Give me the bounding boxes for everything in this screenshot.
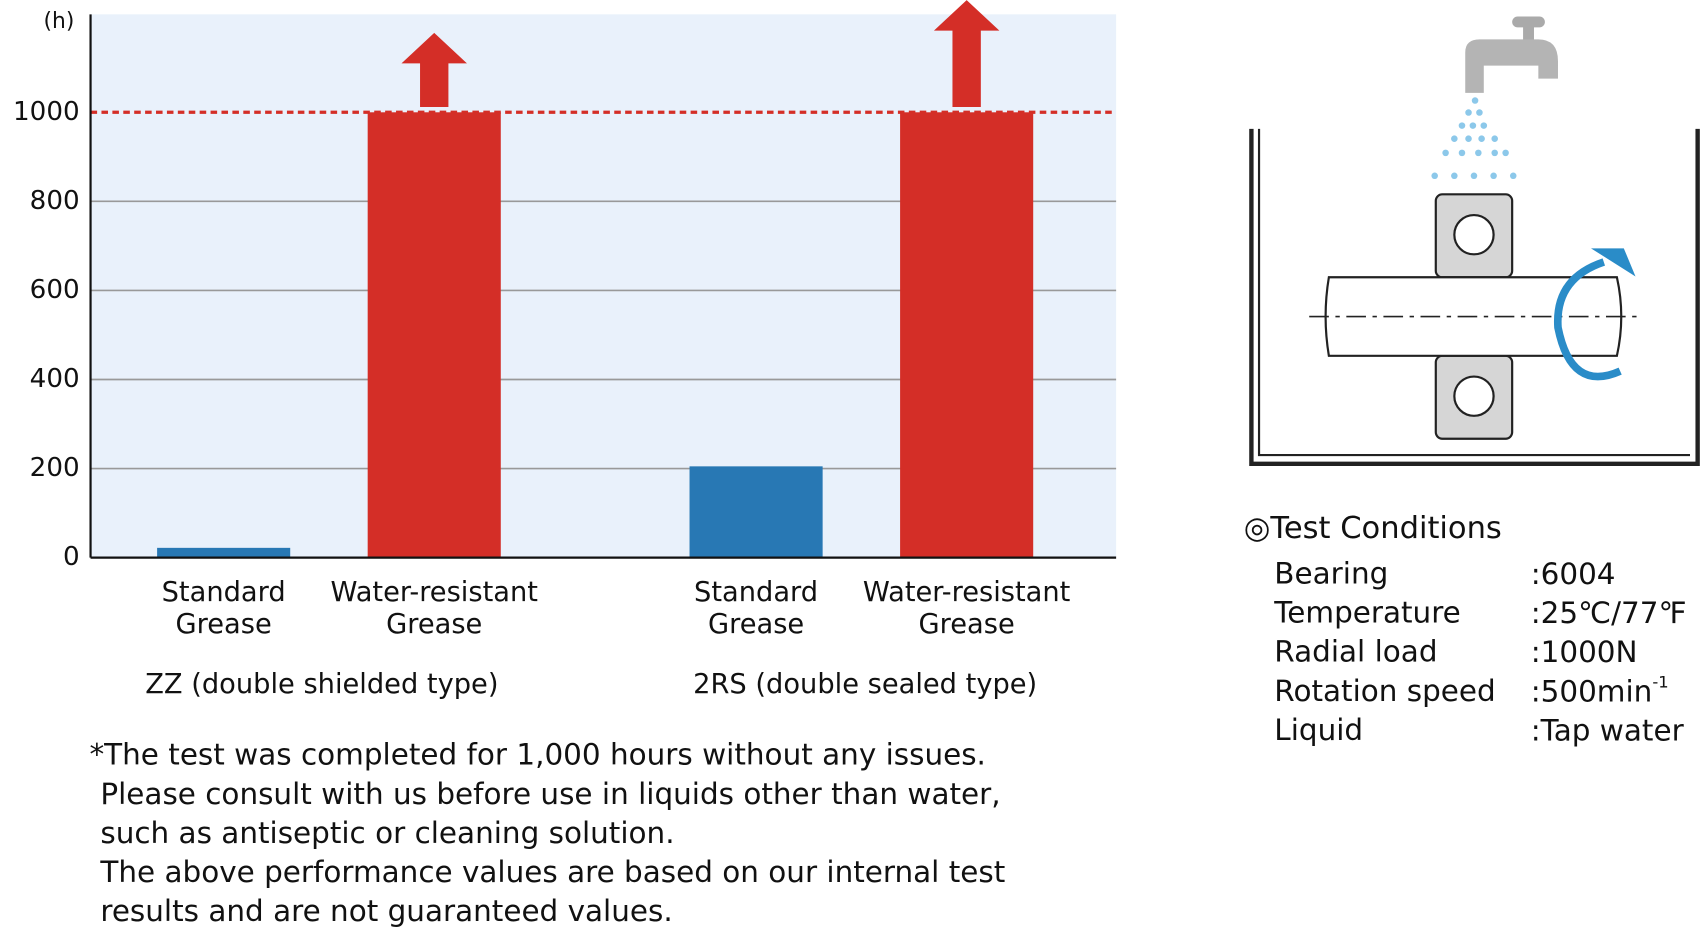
exceed-arrow <box>401 32 467 108</box>
y-tick-label: 0 <box>63 542 80 572</box>
exceed-arrow <box>933 0 1000 108</box>
test-diagram <box>1249 16 1700 466</box>
condition-value: :25℃/77℉ <box>1531 596 1687 630</box>
x-tick-label: Standard <box>162 577 286 608</box>
note: The above performance values are based o… <box>99 855 1005 889</box>
bar <box>900 112 1034 558</box>
condition-value-text: :25℃/77℉ <box>1531 596 1687 630</box>
condition-value: :1000N <box>1531 635 1638 669</box>
y-tick-label: 200 <box>30 453 80 483</box>
condition-label: Rotation speed <box>1274 674 1495 708</box>
y-tick-label: 800 <box>30 186 80 216</box>
group-label: ZZ (double shielded type) <box>145 669 498 700</box>
bar <box>157 547 291 558</box>
condition-value: :500min-1 <box>1531 672 1669 708</box>
y-tick-label: 400 <box>30 364 80 394</box>
bar <box>367 112 501 558</box>
x-tick-label: Grease <box>708 609 804 640</box>
x-tick-label: Water-resistant <box>331 577 539 608</box>
condition-label: Temperature <box>1273 596 1460 630</box>
condition-value-text: :500min <box>1531 674 1653 708</box>
y-tick-label: 600 <box>30 275 80 305</box>
x-tick-label: Water-resistant <box>863 577 1071 608</box>
bar <box>689 466 823 558</box>
condition-label: Radial load <box>1274 635 1437 669</box>
condition-value-text: :6004 <box>1531 557 1616 591</box>
note: Please consult with us before use in liq… <box>100 777 1000 811</box>
group-label: 2RS (double sealed type) <box>693 669 1037 700</box>
x-tick-label: Grease <box>176 609 272 640</box>
x-tick-label: Standard <box>694 577 818 608</box>
condition-value: :6004 <box>1531 557 1616 591</box>
condition-value: :Tap water <box>1531 713 1685 747</box>
condition-value-text: :Tap water <box>1531 713 1685 747</box>
note: such as antiseptic or cleaning solution. <box>100 816 674 850</box>
note: *The test was completed for 1,000 hours … <box>89 738 985 772</box>
x-tick-label: Grease <box>919 609 1015 640</box>
condition-value-text: :1000N <box>1531 635 1638 669</box>
condition-label: Liquid <box>1274 713 1363 747</box>
condition-value-sup: -1 <box>1652 672 1668 691</box>
x-tick-label: Grease <box>386 609 482 640</box>
condition-label: Bearing <box>1274 557 1388 591</box>
conditions-title: ◎Test Conditions <box>1244 511 1502 546</box>
y-unit: (h) <box>43 9 74 34</box>
note: results and are not guaranteed values. <box>100 894 672 928</box>
y-tick-label: 1000 <box>13 97 80 127</box>
